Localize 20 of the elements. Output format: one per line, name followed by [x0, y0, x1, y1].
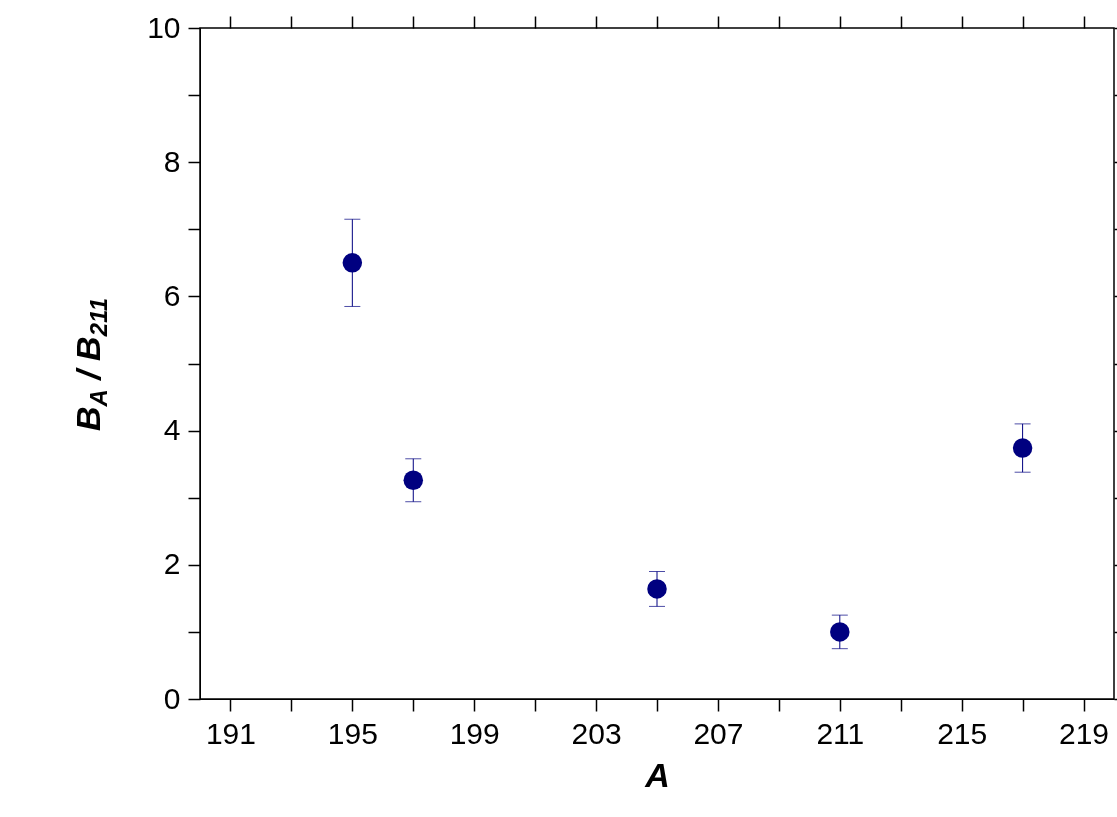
- point: [342, 253, 363, 273]
- y-tick-label: 6: [163, 278, 181, 312]
- x-tick-label: 219: [1059, 716, 1110, 750]
- point: [830, 622, 850, 642]
- y-tick-label: 4: [163, 413, 181, 447]
- y-tick-label: 0: [163, 681, 181, 715]
- point: [1012, 438, 1033, 458]
- x-tick-label: 191: [205, 716, 256, 750]
- x-tick-label: 199: [449, 716, 500, 750]
- x-tick-label: 203: [571, 716, 622, 750]
- x-axis-title: A: [644, 755, 670, 794]
- x-tick-label: 215: [937, 716, 988, 750]
- point: [403, 470, 424, 490]
- y-tick-label: 2: [163, 547, 181, 581]
- y-tick-label: 8: [163, 144, 181, 178]
- y-axis-title: BA / B211: [69, 297, 112, 432]
- x-tick-label: 211: [816, 716, 865, 750]
- x-tick-label: 207: [693, 716, 744, 750]
- y-tick-label: 10: [147, 10, 181, 44]
- x-tick-label: 195: [327, 716, 378, 750]
